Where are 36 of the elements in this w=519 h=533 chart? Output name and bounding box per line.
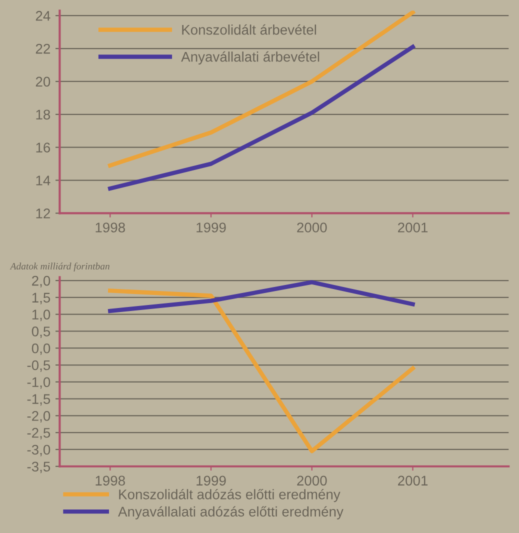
y-tick-label: -2,0 — [27, 411, 50, 422]
x-tick-label: 1999 — [196, 476, 226, 486]
x-tick-label: 1998 — [96, 476, 125, 486]
y-axis-title: Adatok milliárd forintban — [10, 262, 110, 272]
x-tick-label: 2001 — [398, 476, 428, 486]
y-tick-label: 14 — [36, 176, 50, 186]
legend-label: Konszolidált árbevétel — [182, 24, 316, 35]
line-series — [108, 280, 415, 314]
legend-label: Konszolidált adózás előtti eredmény — [119, 488, 340, 502]
x-tick-label: 1999 — [196, 222, 226, 232]
y-tick-label: -0,5 — [27, 360, 50, 372]
legend-label: Anyavállalati adózás előtti eredmény — [118, 506, 344, 520]
line-series — [108, 44, 415, 191]
y-tick-label: -3,5 — [27, 462, 50, 474]
x-tick-label: 2000 — [297, 222, 327, 232]
y-tick-label: 0,0 — [32, 343, 50, 355]
y-tick-label: 1,5 — [32, 292, 50, 304]
y-tick-label: 2,0 — [32, 276, 50, 288]
x-tick-label: 2000 — [297, 476, 327, 486]
y-tick-label: -1,5 — [27, 394, 50, 406]
y-tick-label: 0,5 — [32, 326, 50, 338]
y-tick-label: 20 — [36, 76, 50, 87]
y-tick-label: 18 — [36, 110, 50, 120]
legend-label: Anyavállalati árbevétel — [181, 51, 320, 64]
y-tick-label: 16 — [36, 142, 50, 153]
x-tick-label: 1998 — [96, 222, 125, 232]
line-series — [108, 10, 415, 168]
y-tick-label: 24 — [36, 10, 50, 21]
line-series — [108, 288, 415, 454]
y-tick-label: 1,0 — [32, 310, 50, 322]
x-tick-label: 2001 — [398, 222, 428, 232]
y-tick-label: -3,0 — [27, 444, 50, 456]
y-tick-label: -1,0 — [27, 377, 50, 389]
y-tick-label: 22 — [36, 44, 50, 54]
y-tick-label: 12 — [36, 208, 50, 218]
y-tick-label: -2,5 — [27, 428, 50, 440]
